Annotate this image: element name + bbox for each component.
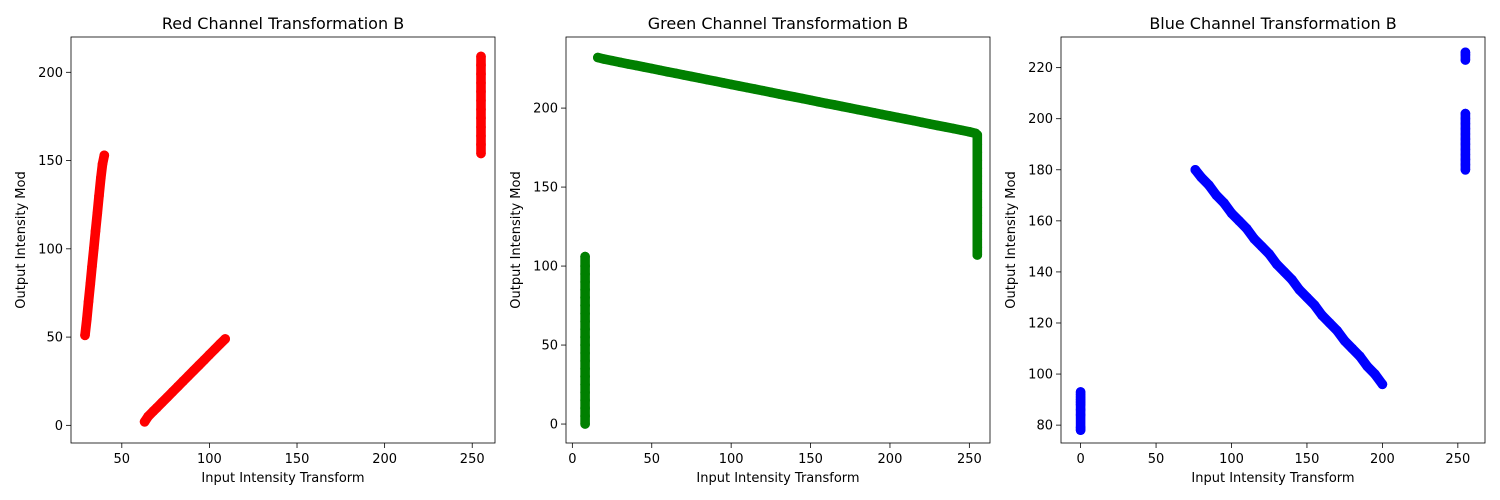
y-tick-label: 0 [550,418,558,433]
series-trace [80,150,110,341]
x-tick-label: 150 [1295,452,1320,467]
y-tick-label: 100 [533,260,558,275]
y-tick-label: 150 [533,181,558,196]
y-axis-label: Output Intensity Mod [1004,171,1019,308]
y-tick-label: 180 [1028,163,1053,178]
y-axis-label: Output Intensity Mod [509,171,524,308]
x-axis-label: Input Intensity Transform [696,471,859,486]
y-tick-label: 50 [541,339,558,354]
series-points [1075,47,1471,436]
x-tick-label: 0 [568,452,576,467]
chart-green-channel: Green Channel Transformation B Input Int… [509,14,991,486]
axes-frame [565,36,991,444]
axes-frame [1060,36,1486,444]
x-tick-label: 200 [878,452,903,467]
y-tick-label: 50 [46,331,63,346]
y-tick-label: 150 [38,154,63,169]
series-trace [139,334,230,427]
y-tick-label: 100 [38,242,63,257]
chart-title: Red Channel Transformation B [162,14,404,33]
x-tick-label: 0 [1076,452,1084,467]
y-axis-label: Output Intensity Mod [14,171,29,308]
x-tick-label: 250 [460,452,485,467]
axes-frame [70,36,496,444]
y-tick-label: 200 [1028,112,1053,127]
y-tick-label: 220 [1028,61,1053,76]
x-tick-label: 250 [957,452,982,467]
y-tick-label: 200 [38,66,63,81]
y-tick-label: 200 [533,102,558,117]
y-tick-label: 0 [55,419,63,434]
series-trace [592,52,981,139]
chart-title: Blue Channel Transformation B [1149,14,1396,33]
y-tick-label: 120 [1028,316,1053,331]
x-tick-label: 200 [372,452,397,467]
series-points [80,51,486,427]
x-tick-label: 50 [643,452,660,467]
y-tick-label: 160 [1028,214,1053,229]
x-tick-label: 100 [719,452,744,467]
x-tick-label: 100 [197,452,222,467]
x-tick-label: 150 [285,452,310,467]
chart-title: Green Channel Transformation B [648,14,908,33]
y-tick-label: 140 [1028,265,1053,280]
y-tick-label: 80 [1036,419,1053,434]
x-tick-label: 50 [114,452,131,467]
chart-red-channel: Red Channel Transformation B Input Inten… [14,14,496,486]
series-trace [1190,165,1388,390]
x-axis-label: Input Intensity Transform [201,471,364,486]
x-tick-label: 100 [1219,452,1244,467]
x-tick-label: 200 [1370,452,1395,467]
x-tick-label: 50 [1148,452,1165,467]
series-points [580,52,983,429]
x-tick-label: 250 [1445,452,1470,467]
x-tick-label: 150 [798,452,823,467]
chart-blue-channel: Blue Channel Transformation B Input Inte… [1004,14,1486,486]
x-axis-label: Input Intensity Transform [1191,471,1354,486]
y-tick-label: 100 [1028,368,1053,383]
